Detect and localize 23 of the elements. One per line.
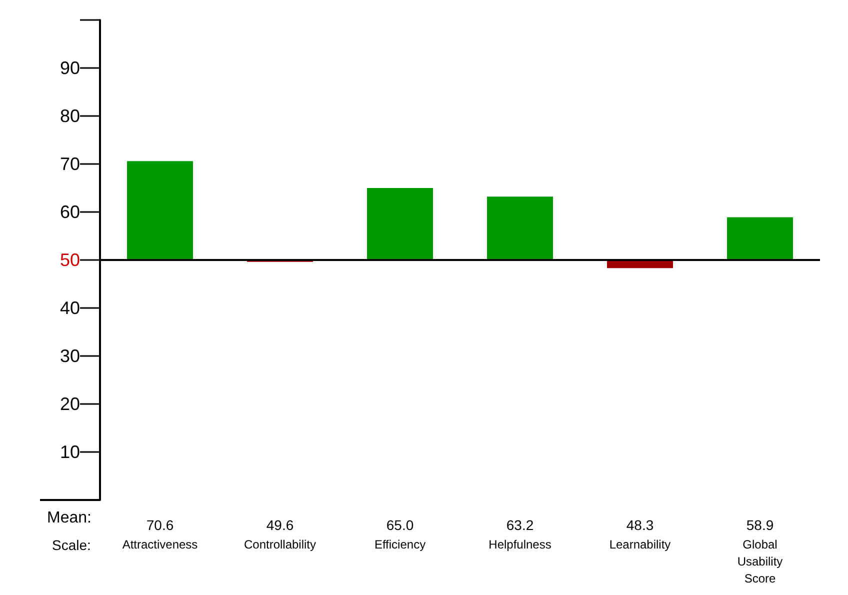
- y-tick-label: 10: [60, 442, 80, 462]
- x-tick-label: Global Usability Score: [737, 538, 783, 586]
- text: Mean:: [47, 510, 92, 526]
- x-tick-label: Learnability: [609, 538, 671, 552]
- x-tick-label: Attractiveness: [122, 538, 198, 552]
- y-tick-label: 60: [60, 202, 80, 222]
- x-tick-label: Efficiency: [374, 538, 426, 552]
- y-tick-label: 40: [60, 298, 80, 318]
- y-tick-label: 90: [60, 58, 80, 78]
- data-label: 58.9: [746, 517, 774, 533]
- x-tick-label: Helpfulness: [488, 538, 552, 552]
- y-tick-label: 50: [60, 250, 80, 270]
- data-label: 49.6: [266, 517, 294, 533]
- y-tick-label: 70: [60, 154, 80, 174]
- data-label: 48.3: [626, 517, 654, 533]
- data-label: 65.0: [386, 517, 414, 533]
- data-label: 70.6: [146, 517, 174, 533]
- y-tick-label: 20: [60, 394, 80, 414]
- text: Scale:: [52, 537, 91, 553]
- y-tick-label: 30: [60, 346, 80, 366]
- data-label: 63.2: [506, 517, 534, 533]
- y-tick-label: 80: [60, 106, 80, 126]
- x-tick-label: Controllability: [244, 538, 316, 552]
